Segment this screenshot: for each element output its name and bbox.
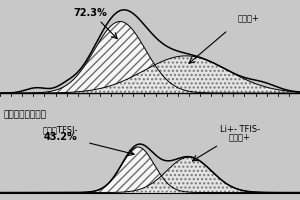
Text: 离子对+: 离子对+ xyxy=(229,133,251,142)
Text: 43.2%: 43.2% xyxy=(43,132,77,142)
Text: 未加入功能添加剂: 未加入功能添加剂 xyxy=(3,110,46,119)
Text: Li+- TFIS-: Li+- TFIS- xyxy=(220,125,260,134)
Text: 离子对+: 离子对+ xyxy=(238,13,260,22)
Text: 解离的TFSI-: 解离的TFSI- xyxy=(42,125,78,134)
Text: 72.3%: 72.3% xyxy=(73,8,107,18)
